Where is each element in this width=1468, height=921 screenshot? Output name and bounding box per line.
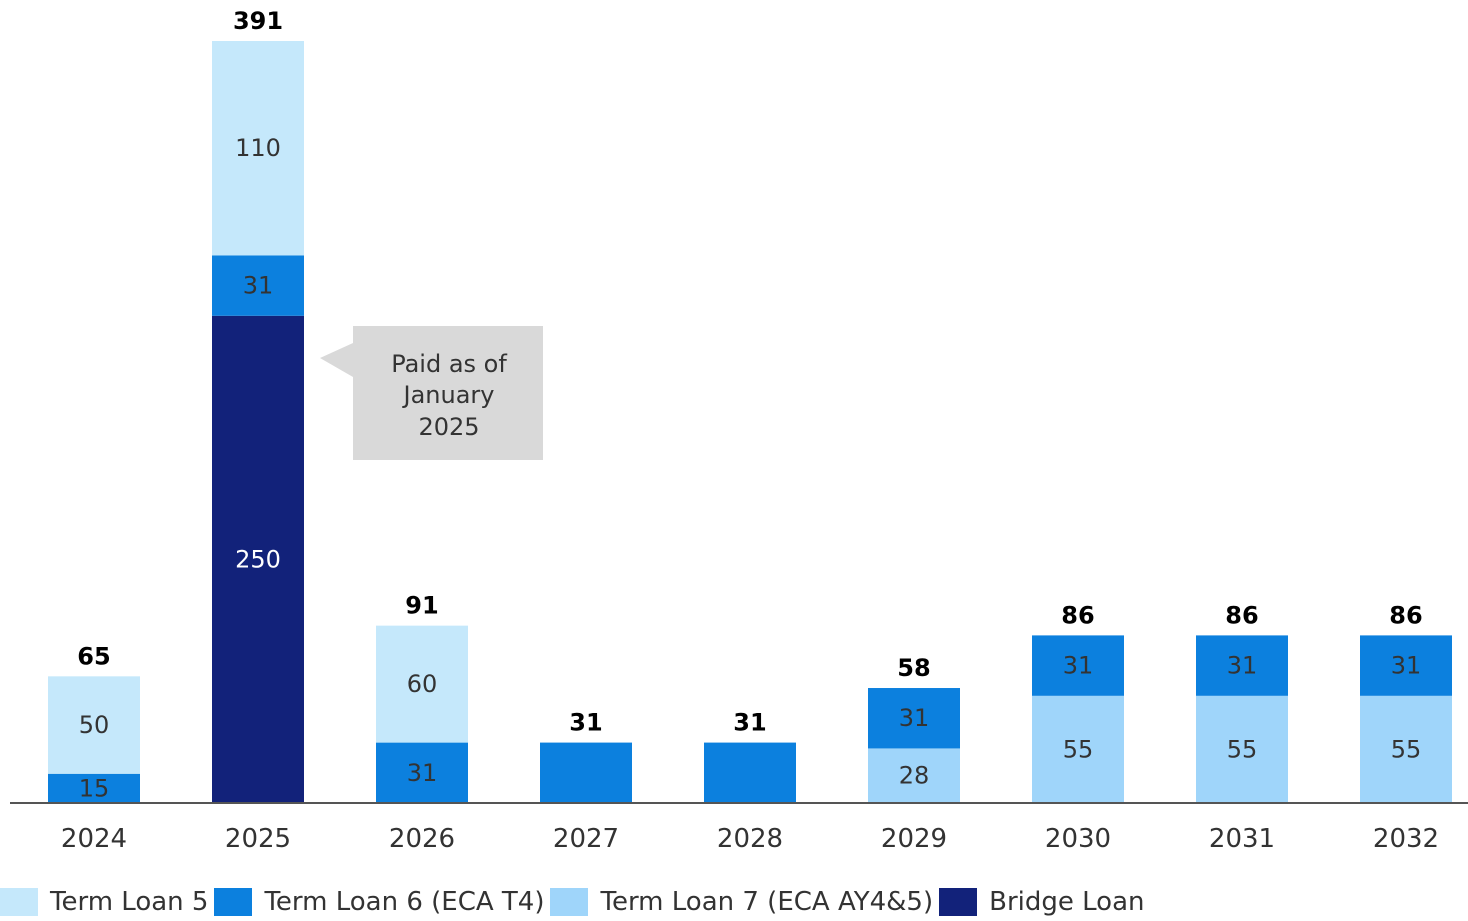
segment-label-2031-term-loan-7-eca-ay4-5-: 55 bbox=[1227, 735, 1258, 763]
x-tick-label-2026: 2026 bbox=[389, 824, 455, 854]
legend-item-bridge-loan: Bridge Loan bbox=[939, 887, 1145, 917]
bar-segment-2029-term-loan-7-eca-ay4-5- bbox=[868, 748, 960, 803]
total-labels-group: 65 391 91 31 31 58 86 86 86 bbox=[77, 7, 1422, 737]
legend-item-term-loan-6-eca-t4-: Term Loan 6 (ECA T4) bbox=[214, 887, 544, 917]
segment-label-2025-bridge-loan: 250 bbox=[235, 545, 281, 573]
bar-segment-2032-term-loan-6-eca-t4- bbox=[1360, 635, 1452, 696]
x-tick-label-2028: 2028 bbox=[717, 824, 783, 854]
legend-label-term-loan-7-eca-ay4-5-: Term Loan 7 (ECA AY4&5) bbox=[600, 887, 934, 917]
x-tick-label-2027: 2027 bbox=[553, 824, 619, 854]
legend-label-term-loan-6-eca-t4-: Term Loan 6 (ECA T4) bbox=[264, 887, 545, 917]
bar-segment-2025-term-loan-6-eca-t4- bbox=[212, 255, 304, 316]
legend-item-term-loan-7-eca-ay4-5-: Term Loan 7 (ECA AY4&5) bbox=[550, 887, 933, 917]
bar-segment-2030-term-loan-6-eca-t4- bbox=[1032, 635, 1124, 696]
bar-segment-2029-term-loan-6-eca-t4- bbox=[868, 688, 960, 749]
bars-group bbox=[48, 41, 1452, 803]
x-tick-label-2031: 2031 bbox=[1209, 824, 1275, 854]
bar-segment-2024-term-loan-5 bbox=[48, 676, 140, 774]
legend-swatch-term-loan-7-eca-ay4-5- bbox=[550, 888, 589, 916]
segment-label-2032-term-loan-6-eca-t4-: 31 bbox=[1391, 652, 1422, 680]
bar-segment-2025-term-loan-5 bbox=[212, 41, 304, 256]
segment-label-2029-term-loan-7-eca-ay4-5-: 28 bbox=[899, 762, 930, 790]
bar-segment-2026-term-loan-6-eca-t4- bbox=[376, 742, 468, 803]
bar-segment-2026-term-loan-5 bbox=[376, 625, 468, 743]
segment-label-2025-term-loan-5: 110 bbox=[235, 134, 281, 162]
segment-labels-group: 15 50 250 31 110 31 60 28 31 55 31 55 31 55 31 bbox=[79, 134, 1422, 802]
bar-segment-2031-term-loan-7-eca-ay4-5- bbox=[1196, 695, 1288, 803]
legend-label-term-loan-5: Term Loan 5 bbox=[50, 887, 209, 917]
total-label-2028: 31 bbox=[733, 709, 766, 737]
segment-label-2032-term-loan-7-eca-ay4-5-: 55 bbox=[1391, 735, 1422, 763]
total-label-2031: 86 bbox=[1225, 601, 1258, 629]
total-label-2025: 391 bbox=[233, 7, 283, 35]
callout-line-1: Paid as of bbox=[391, 350, 507, 378]
x-tick-label-2024: 2024 bbox=[61, 824, 127, 854]
x-tick-label-2025: 2025 bbox=[225, 824, 291, 854]
x-tick-label-2032: 2032 bbox=[1373, 824, 1439, 854]
callout-line-3: 2025 bbox=[418, 413, 479, 441]
x-tick-label-2029: 2029 bbox=[881, 824, 947, 854]
bar-segment-2025-bridge-loan bbox=[212, 315, 304, 803]
segment-label-2029-term-loan-6-eca-t4-: 31 bbox=[899, 704, 930, 732]
segment-label-2030-term-loan-6-eca-t4-: 31 bbox=[1063, 652, 1094, 680]
callout-line-2: January bbox=[402, 381, 495, 409]
x-tick-labels-group: 2024 2025 2026 2027 2028 2029 2030 2031 2032 bbox=[61, 824, 1439, 854]
bar-segment-2024-term-loan-6-eca-t4- bbox=[48, 773, 140, 803]
callout-box bbox=[320, 326, 543, 460]
bar-segment-2032-term-loan-7-eca-ay4-5- bbox=[1360, 695, 1452, 803]
total-label-2029: 58 bbox=[897, 654, 930, 682]
legend-item-term-loan-5: Term Loan 5 bbox=[0, 887, 208, 917]
total-label-2027: 31 bbox=[569, 709, 602, 737]
segment-label-2031-term-loan-6-eca-t4-: 31 bbox=[1227, 652, 1258, 680]
stacked-bar-chart: 15 50 250 31 110 31 60 28 31 55 31 55 31 55 31 65 391 91… bbox=[10, 7, 1468, 854]
bar-segment-2028-term-loan-6-eca-t4- bbox=[704, 742, 796, 803]
segment-label-2030-term-loan-7-eca-ay4-5-: 55 bbox=[1063, 735, 1094, 763]
legend: Term Loan 5 Term Loan 6 (ECA T4) Term Loan… bbox=[0, 884, 1151, 920]
segment-label-2024-term-loan-6-eca-t4-: 15 bbox=[79, 774, 110, 802]
bar-segment-2031-term-loan-6-eca-t4- bbox=[1196, 635, 1288, 696]
paid-callout: Paid as of January 2025 bbox=[320, 326, 543, 460]
legend-swatch-bridge-loan bbox=[939, 888, 978, 916]
total-label-2030: 86 bbox=[1061, 601, 1094, 629]
segment-label-2026-term-loan-6-eca-t4-: 31 bbox=[407, 759, 438, 787]
x-tick-label-2030: 2030 bbox=[1045, 824, 1111, 854]
total-label-2032: 86 bbox=[1389, 601, 1422, 629]
legend-swatch-term-loan-6-eca-t4- bbox=[214, 888, 253, 916]
total-label-2024: 65 bbox=[77, 642, 110, 670]
segment-label-2026-term-loan-5: 60 bbox=[407, 670, 438, 698]
legend-label-bridge-loan: Bridge Loan bbox=[989, 887, 1145, 917]
segment-label-2024-term-loan-5: 50 bbox=[79, 711, 110, 739]
legend-swatch-term-loan-5 bbox=[0, 888, 38, 916]
bar-segment-2027-term-loan-6-eca-t4- bbox=[540, 742, 632, 803]
bar-segment-2030-term-loan-7-eca-ay4-5- bbox=[1032, 695, 1124, 803]
total-label-2026: 91 bbox=[405, 592, 438, 620]
segment-label-2025-term-loan-6-eca-t4-: 31 bbox=[243, 272, 274, 300]
